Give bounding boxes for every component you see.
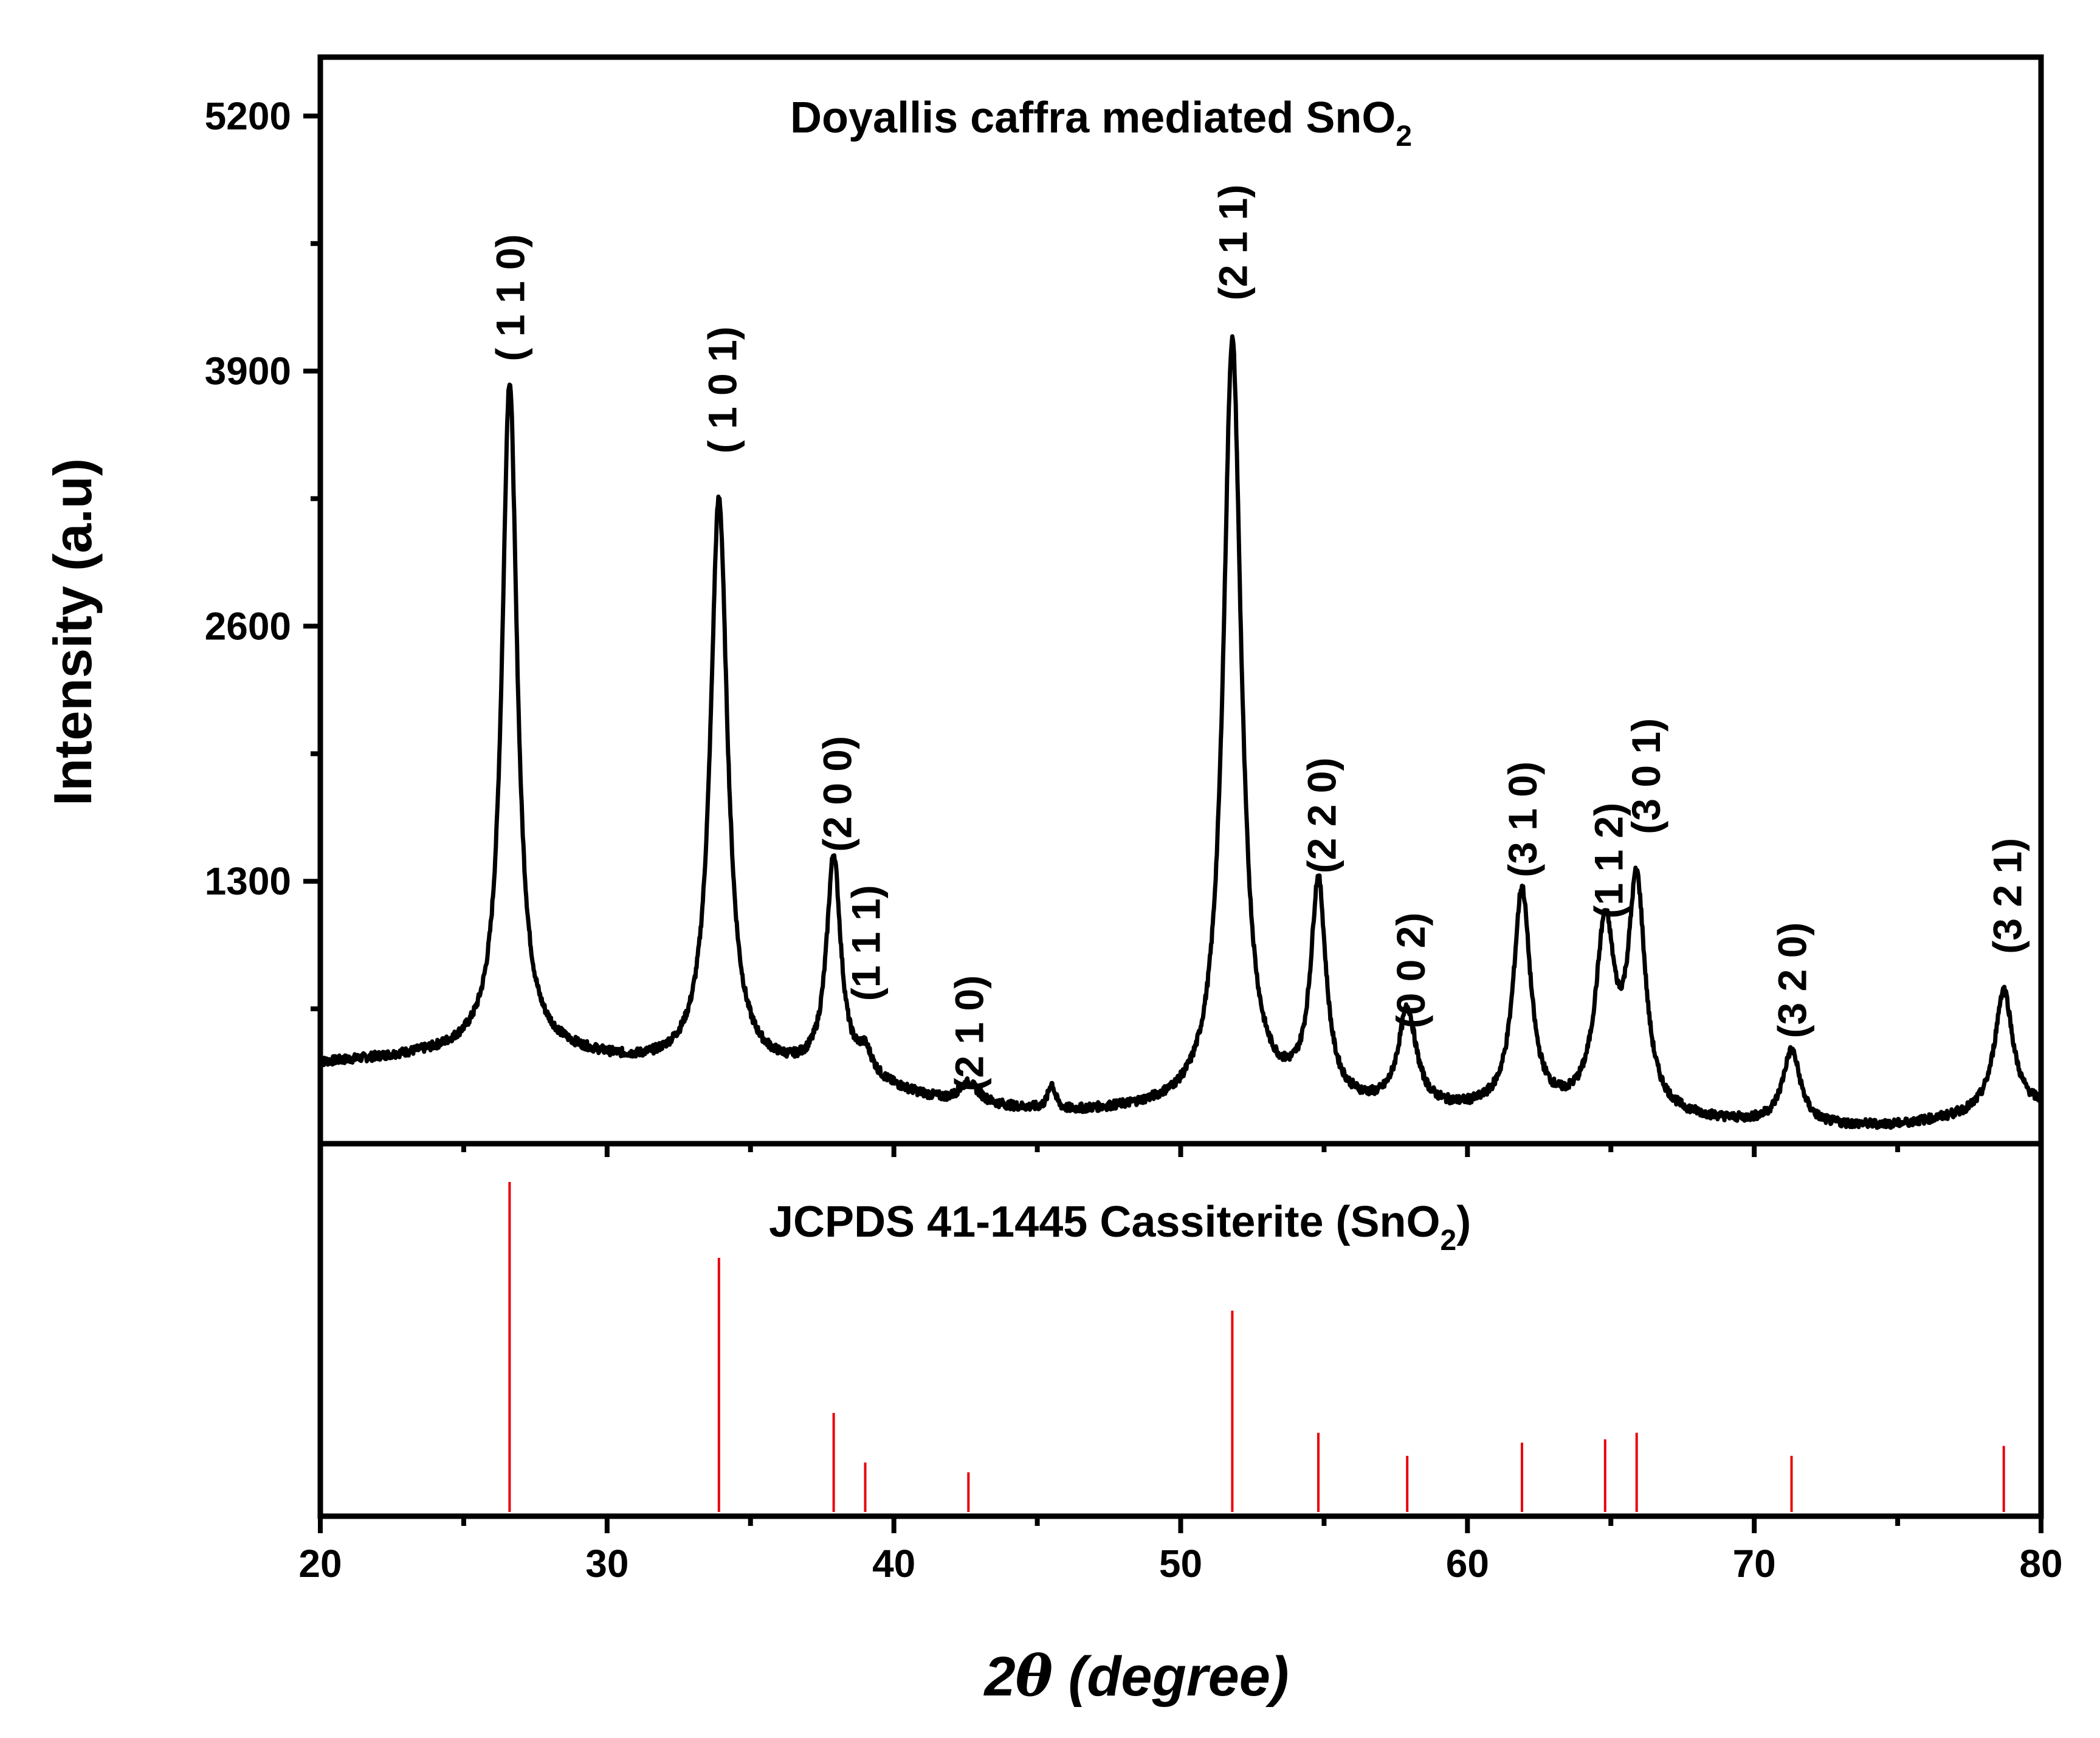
peak-label: (3 0 1) — [1623, 718, 1668, 834]
x-tick-label: 50 — [1159, 1542, 1202, 1585]
peak-label: (2 2 0) — [1300, 758, 1344, 874]
x-tick-label: 40 — [872, 1542, 915, 1585]
peak-label: ( 1 0 1) — [700, 326, 745, 453]
peak-label: (0 0 2) — [1388, 913, 1433, 1029]
plot-marks: ( 1 1 0) ( 1 0 1) (2 0 0) (1 1 1) (2 1 0) (2 … — [318, 185, 2043, 1512]
x-tick-label: 60 — [1446, 1542, 1489, 1585]
x-tick-label: 30 — [585, 1542, 628, 1585]
peak-label: (1 1 1) — [844, 885, 889, 1001]
y-tick-label: 5200 — [205, 94, 291, 138]
x-tick-label: 80 — [2019, 1542, 2062, 1585]
peak-label: (1 1 2) — [1586, 803, 1631, 919]
peak-label: (2 0 0) — [814, 736, 859, 852]
peak-label: (3 2 0) — [1770, 922, 1815, 1039]
peak-label: (2 1 0) — [946, 975, 991, 1091]
sample-panel-title: Doyallis caffra mediated SnO2 — [790, 94, 1412, 153]
y-tick-label: 2600 — [205, 604, 291, 648]
x-axis-label: 2θ (degree) — [983, 1643, 1289, 1709]
reference-panel-title: JCPDS 41-1445 Cassiterite (SnO2) — [769, 1198, 1471, 1257]
peak-label: ( 1 1 0) — [487, 234, 532, 361]
peak-label: (2 1 1) — [1210, 185, 1255, 301]
y-tick-label: 1300 — [205, 859, 291, 903]
peak-label: (3 2 1) — [1985, 838, 2029, 954]
peak-label: (3 1 0) — [1500, 761, 1545, 878]
y-axis-label: Intensity (a.u) — [43, 458, 103, 806]
x-tick-label: 70 — [1733, 1542, 1776, 1585]
axes: 20 30 40 50 60 70 80 1300 2600 3900 5200 — [205, 54, 2063, 1585]
xrd-pattern-line — [318, 334, 2043, 1130]
y-tick-label: 3900 — [205, 349, 291, 393]
x-tick-label: 20 — [298, 1542, 342, 1585]
